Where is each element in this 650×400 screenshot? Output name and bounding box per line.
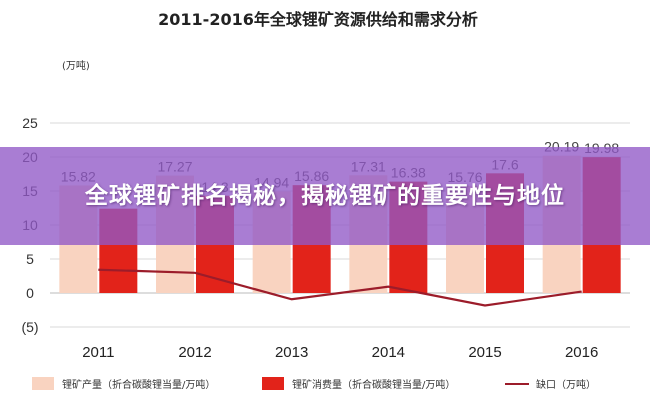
legend-swatch xyxy=(32,377,54,390)
x-tick-label: 2012 xyxy=(178,344,211,361)
x-tick-label: 2011 xyxy=(82,344,114,361)
legend: 锂矿产量（折合碳酸锂当量/万吨） 锂矿消费量（折合碳酸锂当量/万吨） 缺口（万吨） xyxy=(32,377,596,391)
gap-line-series xyxy=(98,268,582,307)
x-tick-label: 2015 xyxy=(468,344,501,361)
x-tick-label: 2016 xyxy=(565,344,598,361)
y-tick-label: 25 xyxy=(22,115,38,131)
x-tick-label: 2013 xyxy=(275,344,308,361)
legend-label: 锂矿产量（折合碳酸锂当量/万吨） xyxy=(62,378,215,391)
x-tick-label: 2014 xyxy=(372,344,405,361)
y-unit-label: (万吨) xyxy=(62,59,90,72)
legend-swatch xyxy=(262,377,284,390)
legend-label: 缺口（万吨） xyxy=(536,378,596,391)
chart-title: 2011-2016年全球锂矿资源供给和需求分析 xyxy=(158,10,478,29)
y-tick-label: 5 xyxy=(26,251,34,267)
headline-text: 全球锂矿排名揭秘，揭秘锂矿的重要性与地位 xyxy=(85,183,565,209)
gap-line xyxy=(98,268,582,307)
y-tick-label: (5) xyxy=(21,319,38,335)
y-tick-label: 0 xyxy=(26,285,34,301)
legend-label: 锂矿消费量（折合碳酸锂当量/万吨） xyxy=(292,378,455,391)
headline-banner: 全球锂矿排名揭秘，揭秘锂矿的重要性与地位 xyxy=(0,147,650,245)
